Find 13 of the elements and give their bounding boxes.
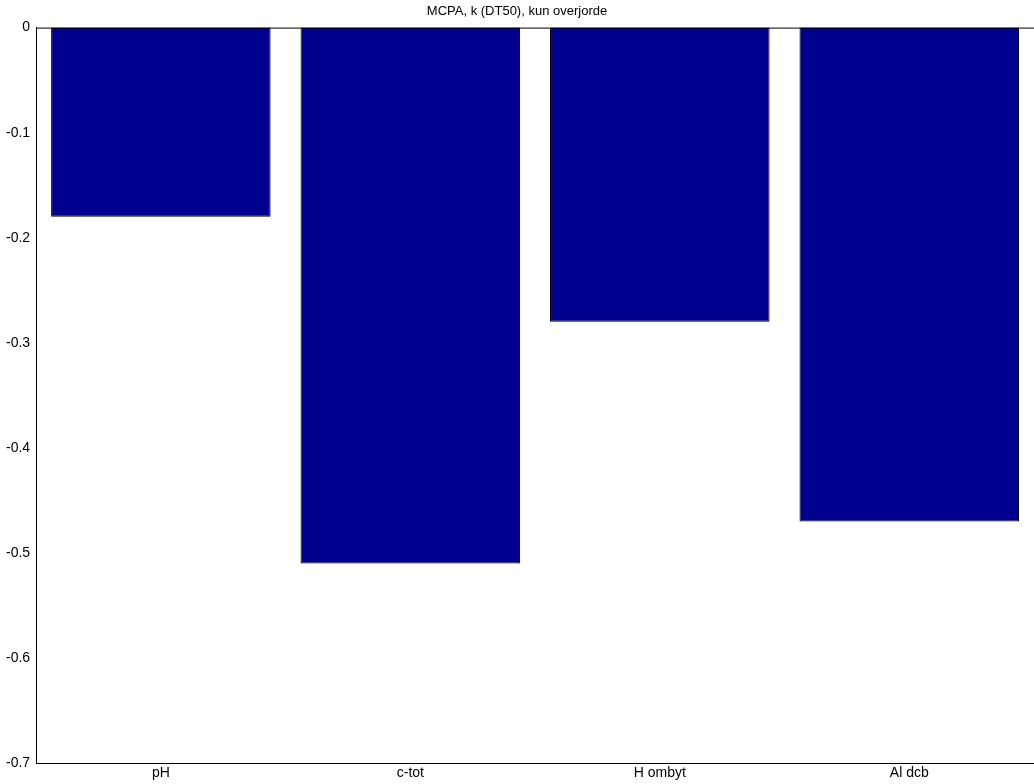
x-tick-label: pH xyxy=(151,764,170,781)
y-tick-label: 0 xyxy=(22,18,31,35)
y-tick-label: -0.4 xyxy=(6,438,31,455)
y-tick-label: -0.1 xyxy=(6,123,31,140)
y-tick-label: -0.2 xyxy=(6,228,31,245)
x-tick-label: c-tot xyxy=(396,764,425,781)
y-tick-label: -0.6 xyxy=(6,648,31,665)
x-tick-label: Al dcb xyxy=(889,764,929,781)
y-tick-label: -0.5 xyxy=(6,543,31,560)
y-tick-label: -0.3 xyxy=(6,333,31,350)
y-tick-label: -0.7 xyxy=(6,754,31,771)
chart-title: MCPA, k (DT50), kun overjorde xyxy=(426,3,608,19)
x-tick-label: H ombyt xyxy=(633,764,686,781)
